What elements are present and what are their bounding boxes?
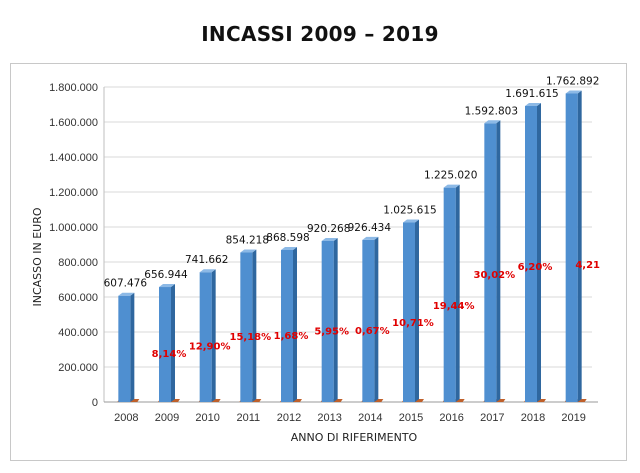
bar-side — [252, 249, 257, 402]
y-tick-label: 600.000 — [58, 292, 98, 304]
bar-side — [415, 219, 419, 402]
bar-side — [455, 184, 460, 402]
bar — [118, 295, 131, 402]
bar-side — [171, 284, 175, 402]
bar — [240, 252, 253, 402]
value-label: 854.218 — [226, 235, 269, 247]
percent-label: 12,90% — [189, 342, 231, 353]
bar-top — [159, 284, 175, 288]
bar-side — [577, 90, 582, 402]
bar-top — [565, 90, 582, 94]
y-tick-label: 1.000.000 — [49, 222, 98, 234]
bar — [525, 105, 537, 402]
y-tick-label: 200.000 — [58, 362, 98, 374]
bar — [565, 93, 578, 402]
percent-label: 6,20% — [518, 262, 553, 273]
bar — [484, 123, 497, 403]
x-tick-label: 2012 — [277, 412, 301, 424]
x-tick-label: 2015 — [399, 412, 423, 424]
percent-label: 0,67% — [355, 326, 390, 337]
bar-side — [537, 102, 541, 402]
bar-top — [199, 269, 216, 273]
bar — [281, 249, 293, 402]
percent-label: 19,44% — [433, 301, 475, 312]
bar-side — [496, 120, 501, 403]
y-tick-label: 1.800.000 — [49, 82, 98, 94]
y-axis-ticks: 0 200.000 400.000 600.000 800.000 1.000.000 1.… — [49, 82, 98, 409]
x-tick-label: 2010 — [195, 412, 219, 424]
bar — [362, 239, 375, 402]
percent-label: 5,95% — [314, 327, 349, 338]
gridlines — [103, 86, 598, 403]
bar — [159, 287, 171, 402]
y-tick-label: 800.000 — [58, 257, 98, 269]
bar-side — [293, 246, 297, 402]
chart-title: INCASSI 2009 – 2019 — [201, 22, 439, 46]
x-tick-label: 2014 — [358, 412, 382, 424]
value-label: 741.662 — [185, 254, 228, 266]
x-tick-label: 2019 — [561, 412, 585, 424]
percent-label: 15,18% — [230, 332, 272, 343]
value-label: 607.476 — [104, 278, 148, 290]
bar-top — [281, 246, 297, 250]
bar-top — [403, 219, 419, 223]
chart-frame — [10, 63, 627, 461]
x-tick-label: 2011 — [237, 412, 261, 424]
bar-top — [484, 120, 501, 124]
bar — [199, 272, 212, 402]
x-tick-label: 2009 — [155, 412, 179, 424]
bar-top — [118, 292, 135, 296]
bar-top — [525, 102, 541, 106]
percent-label: 4,21 — [575, 260, 600, 271]
value-label: 920.268 — [307, 223, 350, 235]
bar-side — [211, 269, 216, 402]
bar-top — [240, 249, 257, 253]
bar-top — [362, 236, 379, 240]
value-label: 1.225.020 — [424, 170, 477, 182]
y-tick-label: 0 — [92, 397, 98, 409]
x-tick-label: 2017 — [480, 412, 504, 424]
percent-label: 30,02% — [474, 270, 516, 281]
y-axis-title: INCASSO IN EURO — [31, 207, 44, 306]
bar — [321, 240, 334, 402]
bar-side — [130, 292, 135, 402]
x-axis-title: ANNO DI RIFERIMENTO — [291, 431, 418, 444]
x-tick-label: 2018 — [521, 412, 545, 424]
bars — [117, 90, 587, 403]
bar-side — [374, 236, 379, 402]
percent-label: 8,14% — [152, 349, 187, 360]
y-tick-label: 1.600.000 — [49, 117, 98, 129]
value-label: 656.944 — [144, 269, 188, 281]
bar-side — [333, 237, 338, 402]
y-tick-label: 1.200.000 — [49, 187, 98, 199]
value-label: 1.025.615 — [383, 205, 436, 217]
bar-top — [321, 237, 338, 241]
x-tick-label: 2013 — [317, 412, 341, 424]
y-tick-label: 400.000 — [58, 327, 98, 339]
percent-label: 1,68% — [274, 331, 309, 342]
value-label: 926.434 — [348, 222, 392, 234]
value-label: 868.598 — [266, 232, 309, 244]
x-tick-label: 2016 — [439, 412, 463, 424]
value-label: 1.592.803 — [465, 105, 518, 117]
bar-top — [443, 184, 460, 188]
percent-labels: 8,14%12,90%15,18% 1,68% 5,95% 0,67%10,71% 19… — [152, 260, 600, 360]
x-tick-label: 2008 — [114, 412, 138, 424]
bar — [443, 187, 456, 402]
value-label: 1.691.615 — [505, 88, 558, 100]
percent-label: 10,71% — [392, 318, 434, 329]
y-tick-label: 1.400.000 — [49, 152, 98, 164]
bar — [403, 222, 415, 402]
x-axis-ticks: 2008 2009 2010 2011 2012 2013 2014 2015 2016 2017… — [114, 412, 586, 424]
value-label: 1.762.892 — [546, 75, 599, 87]
